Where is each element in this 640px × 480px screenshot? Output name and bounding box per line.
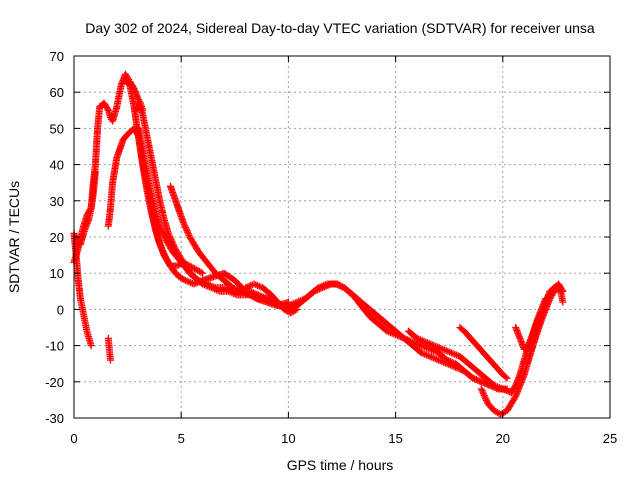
y-tick-label: 20	[50, 230, 64, 245]
x-tick-label: 25	[603, 431, 617, 446]
series-arc-3	[72, 168, 99, 248]
x-tick-label: 20	[496, 431, 510, 446]
series-arc-10	[242, 280, 301, 317]
chart-title: Day 302 of 2024, Sidereal Day-to-day VTE…	[85, 20, 595, 36]
series-arc-12	[456, 324, 511, 382]
y-tick-label: 60	[50, 85, 64, 100]
series-markers	[525, 284, 558, 364]
series-markers	[477, 284, 567, 418]
y-tick-label: -20	[45, 375, 64, 390]
series-arc-9	[104, 334, 114, 364]
y-tick-label: 50	[50, 121, 64, 136]
y-tick-label: -10	[45, 339, 64, 354]
series-markers	[456, 324, 511, 382]
series-markers	[404, 327, 515, 397]
series-markers	[166, 182, 288, 310]
series-arc-7	[134, 124, 503, 393]
x-tick-label: 5	[178, 431, 185, 446]
y-tick-label: 40	[50, 158, 64, 173]
y-axis-label: SDTVAR / TECUs	[6, 181, 22, 293]
x-tick-label: 0	[70, 431, 77, 446]
series-arc-16	[525, 284, 558, 364]
data-points	[70, 70, 567, 418]
y-tick-label: 10	[50, 266, 64, 281]
x-axis-label: GPS time / hours	[287, 457, 394, 473]
x-tick-label: 15	[388, 431, 402, 446]
series-arc-5	[121, 77, 292, 310]
series-markers	[121, 77, 292, 310]
y-tick-label: 70	[50, 49, 64, 64]
axis-ticks: 0 5 10 15 20 25 -30 -20 -10 0 10 20 30 40 50 60 70	[45, 49, 617, 446]
y-tick-label: 0	[57, 302, 64, 317]
series-markers	[242, 280, 301, 317]
series-markers	[104, 334, 114, 364]
series-arc-11	[404, 327, 515, 397]
series-markers	[72, 168, 99, 248]
y-tick-label: -30	[45, 411, 64, 426]
series-arc-8	[166, 182, 288, 310]
x-tick-label: 10	[281, 431, 295, 446]
y-tick-label: 30	[50, 194, 64, 209]
series-arc-6	[132, 99, 511, 393]
series-arc-13	[477, 284, 567, 418]
series-markers	[134, 124, 503, 393]
series-markers	[132, 99, 511, 393]
